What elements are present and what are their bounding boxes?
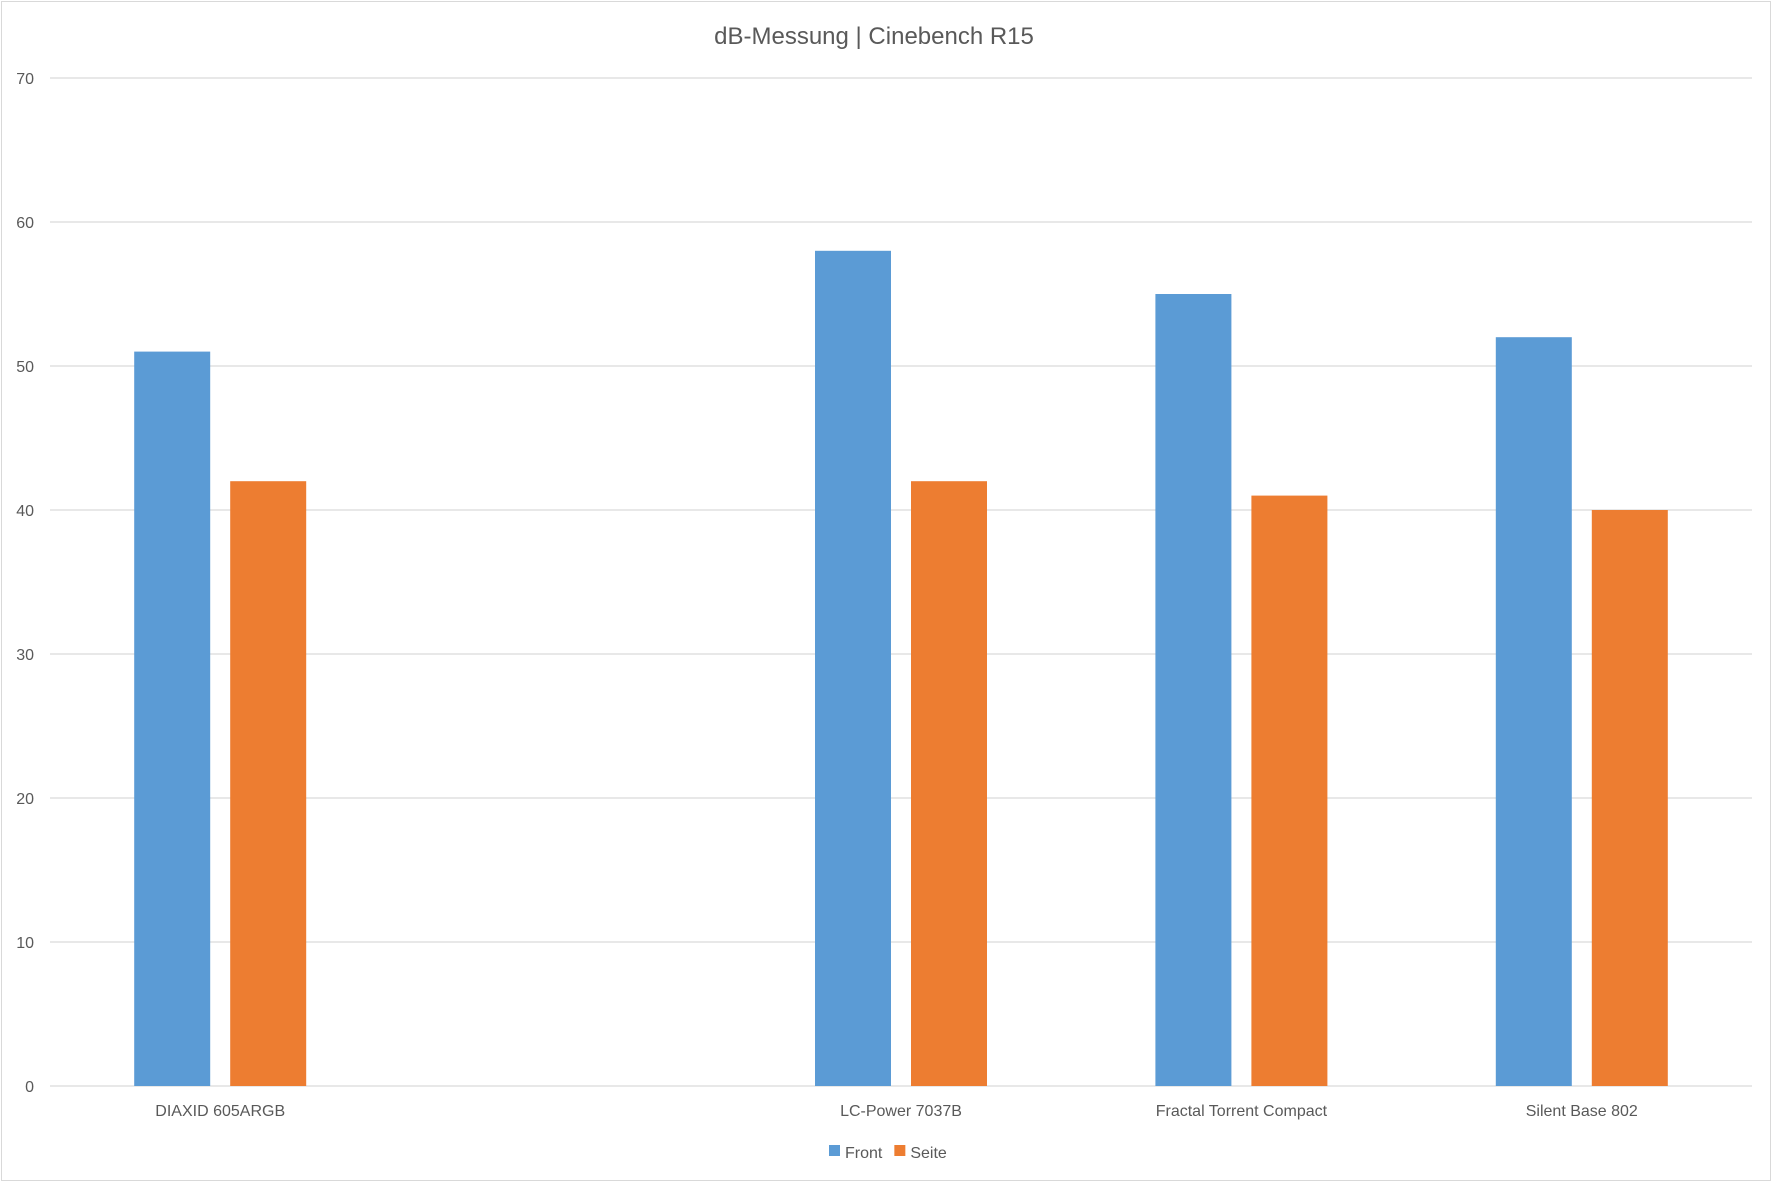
chart-title: dB-Messung | Cinebench R15 xyxy=(714,23,1034,50)
legend-label: Seite xyxy=(910,1145,947,1162)
y-axis-ticks: 0 10 20 30 40 50 60 70 xyxy=(16,71,34,1096)
y-tick-label: 0 xyxy=(25,1079,34,1096)
category-label: DIAXID 605ARGB xyxy=(155,1103,285,1120)
legend-label: Front xyxy=(845,1145,883,1162)
y-tick-label: 20 xyxy=(16,791,34,808)
y-tick-label: 60 xyxy=(16,215,34,232)
legend: Front Seite xyxy=(829,1145,947,1162)
bar xyxy=(230,481,307,1086)
bars xyxy=(134,250,1668,1087)
y-tick-label: 70 xyxy=(16,71,34,88)
legend-swatch xyxy=(894,1145,906,1156)
category-label: LC-Power 7037B xyxy=(840,1103,962,1120)
bar xyxy=(1155,294,1232,1086)
legend-swatch xyxy=(829,1145,840,1156)
y-tick-label: 40 xyxy=(16,503,34,520)
y-tick-label: 10 xyxy=(16,935,34,952)
gridlines xyxy=(50,77,1752,1087)
category-label: Fractal Torrent Compact xyxy=(1156,1103,1328,1120)
bar xyxy=(1591,510,1668,1086)
y-tick-label: 50 xyxy=(16,359,34,376)
category-label: Silent Base 802 xyxy=(1526,1103,1638,1120)
bar xyxy=(134,351,211,1087)
bar xyxy=(911,481,987,1086)
x-axis-categories: DIAXID 605ARGB LC-Power 7037B Fractal Torr… xyxy=(155,1103,1638,1120)
y-tick-label: 30 xyxy=(16,647,34,664)
bar xyxy=(815,250,891,1087)
bar xyxy=(1251,495,1328,1087)
bar xyxy=(1495,337,1572,1086)
